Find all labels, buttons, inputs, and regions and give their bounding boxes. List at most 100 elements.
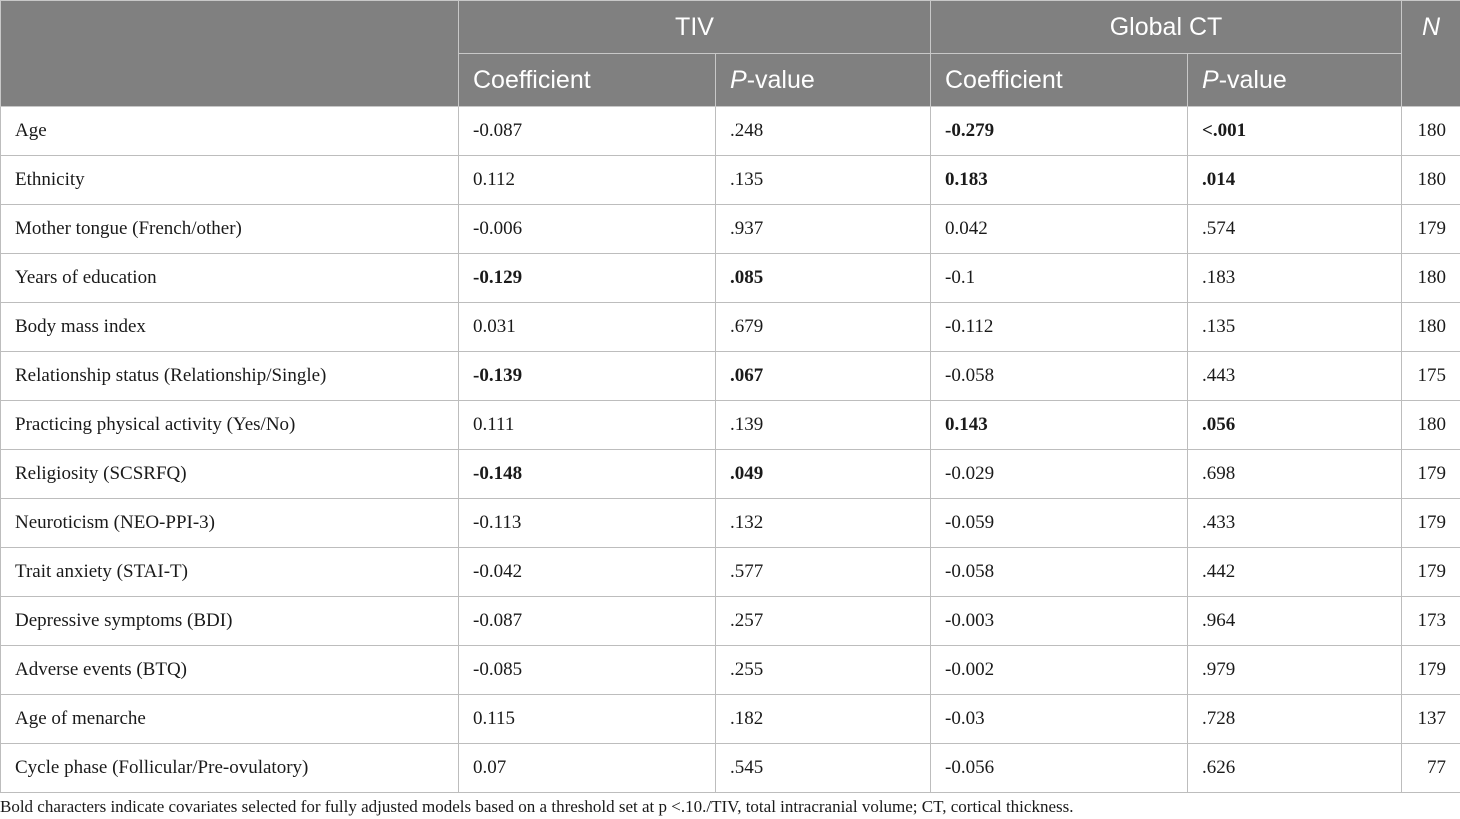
tiv-coefficient: -0.087: [458, 596, 716, 646]
row-label: Relationship status (Relationship/Single…: [0, 351, 459, 401]
ct-p-value: .183: [1186, 253, 1403, 303]
ct-p-value: .135: [1186, 302, 1403, 352]
row-label: Body mass index: [0, 302, 459, 352]
header-tiv: TIV: [458, 0, 931, 54]
n-value: 180: [1401, 253, 1460, 303]
ct-coefficient: -0.003: [930, 596, 1188, 646]
row-label: Mother tongue (French/other): [0, 204, 459, 254]
header-tiv-coefficient: Coefficient: [458, 53, 716, 107]
table-row: Trait anxiety (STAI-T) -0.042 .577 -0.05…: [0, 547, 1460, 597]
n-value: 180: [1401, 106, 1460, 156]
ct-coefficient: -0.03: [930, 694, 1188, 744]
ct-coefficient: 0.042: [930, 204, 1188, 254]
ct-p-value: .979: [1186, 645, 1403, 695]
n-value: 175: [1401, 351, 1460, 401]
tiv-p-value: .937: [715, 204, 931, 254]
table-row: Ethnicity 0.112 .135 0.183 .014 180: [0, 155, 1460, 205]
row-label: Religiosity (SCSRFQ): [0, 449, 459, 499]
covariates-table: TIV Global CT N Coefficient P-value Coef…: [0, 0, 1460, 793]
tiv-coefficient: 0.031: [458, 302, 716, 352]
tiv-p-value: .049: [715, 449, 931, 499]
tiv-coefficient: -0.129: [458, 253, 716, 303]
header-ct-coefficient: Coefficient: [930, 53, 1188, 107]
tiv-coefficient: -0.139: [458, 351, 716, 401]
row-label: Ethnicity: [0, 155, 459, 205]
tiv-p-value: .135: [715, 155, 931, 205]
tiv-p-value: .679: [715, 302, 931, 352]
n-value: 180: [1401, 155, 1460, 205]
table-row: Body mass index 0.031 .679 -0.112 .135 1…: [0, 302, 1460, 352]
tiv-p-value: .139: [715, 400, 931, 450]
row-label: Neuroticism (NEO-PPI-3): [0, 498, 459, 548]
table-row: Cycle phase (Follicular/Pre-ovulatory) 0…: [0, 743, 1460, 793]
tiv-p-value: .182: [715, 694, 931, 744]
n-value: 179: [1401, 498, 1460, 548]
tiv-coefficient: 0.115: [458, 694, 716, 744]
tiv-coefficient: -0.042: [458, 547, 716, 597]
tiv-p-value: .577: [715, 547, 931, 597]
tiv-coefficient: -0.113: [458, 498, 716, 548]
tiv-coefficient: 0.112: [458, 155, 716, 205]
table-row: Age -0.087 .248 -0.279 <.001 180: [0, 106, 1460, 156]
ct-p-value: .442: [1186, 547, 1403, 597]
ct-coefficient: -0.056: [930, 743, 1188, 793]
ct-coefficient: -0.002: [930, 645, 1188, 695]
tiv-p-value: .255: [715, 645, 931, 695]
ct-coefficient: 0.183: [930, 155, 1188, 205]
tiv-coefficient: -0.148: [458, 449, 716, 499]
n-value: 77: [1401, 743, 1460, 793]
header-tiv-p-value: P-value: [715, 53, 931, 107]
tiv-p-value: .067: [715, 351, 931, 401]
n-value: 179: [1401, 449, 1460, 499]
ct-coefficient: -0.058: [930, 547, 1188, 597]
ct-coefficient: -0.029: [930, 449, 1188, 499]
tiv-coefficient: 0.111: [458, 400, 716, 450]
tiv-coefficient: -0.087: [458, 106, 716, 156]
ct-coefficient: 0.143: [930, 400, 1188, 450]
table-header: TIV Global CT N Coefficient P-value Coef…: [0, 0, 1460, 107]
n-value: 137: [1401, 694, 1460, 744]
n-value: 179: [1401, 204, 1460, 254]
table-body: Age -0.087 .248 -0.279 <.001 180 Ethnici…: [0, 106, 1460, 793]
row-label: Practicing physical activity (Yes/No): [0, 400, 459, 450]
ct-p-value: .433: [1186, 498, 1403, 548]
tiv-p-value: .132: [715, 498, 931, 548]
n-value: 173: [1401, 596, 1460, 646]
table-row: Depressive symptoms (BDI) -0.087 .257 -0…: [0, 596, 1460, 646]
ct-coefficient: -0.059: [930, 498, 1188, 548]
table-row: Years of education -0.129 .085 -0.1 .183…: [0, 253, 1460, 303]
table-row: Religiosity (SCSRFQ) -0.148 .049 -0.029 …: [0, 449, 1460, 499]
ct-p-value: .626: [1186, 743, 1403, 793]
table-row: Adverse events (BTQ) -0.085 .255 -0.002 …: [0, 645, 1460, 695]
header-global-ct: Global CT: [929, 0, 1403, 54]
header-n: N: [1401, 0, 1460, 107]
header-ct-p-value: P-value: [1186, 53, 1403, 107]
tiv-coefficient: -0.006: [458, 204, 716, 254]
ct-p-value: .698: [1186, 449, 1403, 499]
tiv-coefficient: -0.085: [458, 645, 716, 695]
n-value: 180: [1401, 400, 1460, 450]
ct-p-value: .728: [1186, 694, 1403, 744]
ct-coefficient: -0.112: [930, 302, 1188, 352]
table-row: Relationship status (Relationship/Single…: [0, 351, 1460, 401]
tiv-p-value: .085: [715, 253, 931, 303]
row-label: Age of menarche: [0, 694, 459, 744]
n-value: 179: [1401, 547, 1460, 597]
ct-p-value: .014: [1186, 155, 1403, 205]
tiv-p-value: .545: [715, 743, 931, 793]
ct-p-value: .574: [1186, 204, 1403, 254]
header-blank-cell: [0, 0, 459, 107]
row-label: Cycle phase (Follicular/Pre-ovulatory): [0, 743, 459, 793]
ct-p-value: .964: [1186, 596, 1403, 646]
table-row: Age of menarche 0.115 .182 -0.03 .728 13…: [0, 694, 1460, 744]
table-row: Mother tongue (French/other) -0.006 .937…: [0, 204, 1460, 254]
table-footnote: Bold characters indicate covariates sele…: [0, 797, 1074, 816]
ct-p-value: .056: [1186, 400, 1403, 450]
row-label: Adverse events (BTQ): [0, 645, 459, 695]
tiv-p-value: .257: [715, 596, 931, 646]
ct-coefficient: -0.279: [930, 106, 1188, 156]
row-label: Depressive symptoms (BDI): [0, 596, 459, 646]
ct-coefficient: -0.1: [930, 253, 1188, 303]
ct-coefficient: -0.058: [930, 351, 1188, 401]
tiv-p-value: .248: [715, 106, 931, 156]
